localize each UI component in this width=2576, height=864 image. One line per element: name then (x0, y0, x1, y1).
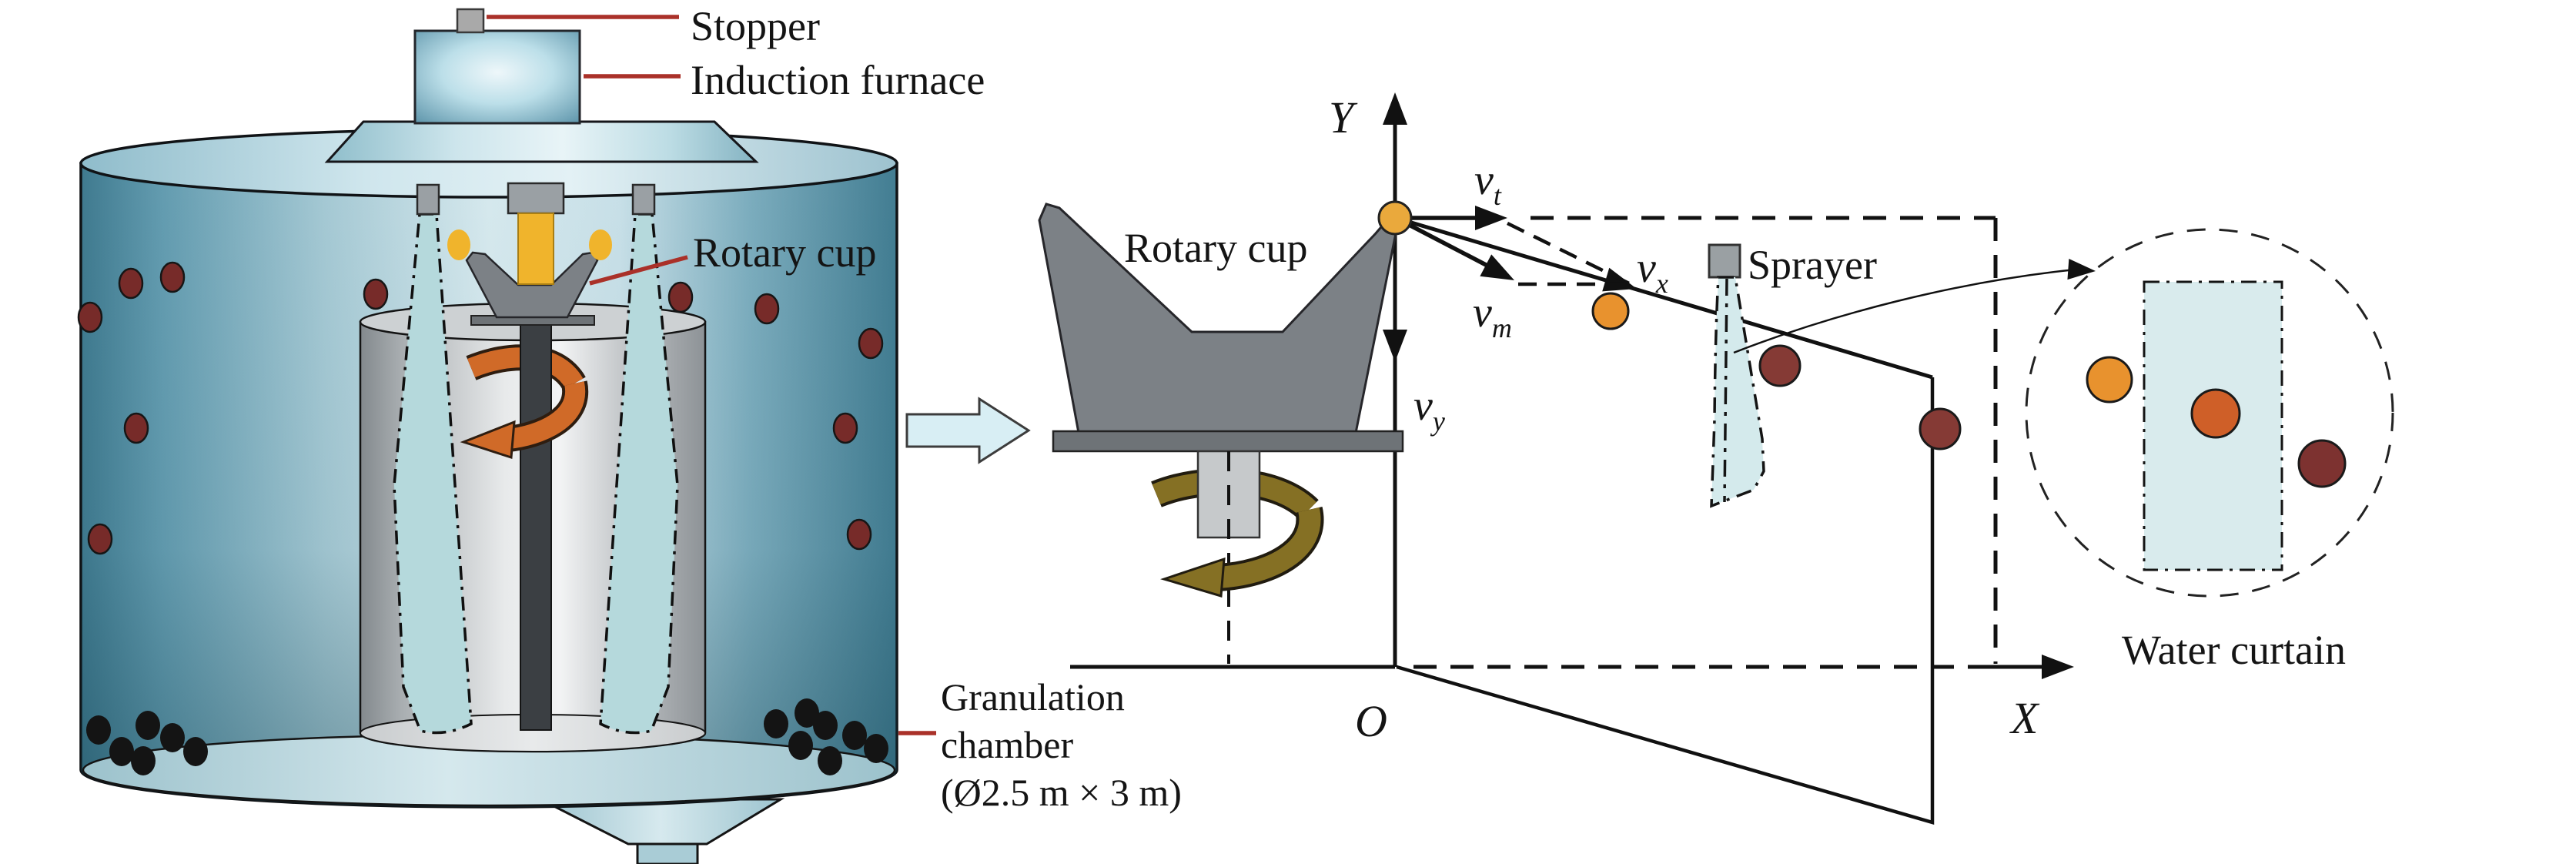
droplet (77, 301, 103, 333)
melt-droplet (447, 229, 470, 260)
melt-stream (517, 213, 554, 285)
droplet (858, 327, 884, 360)
detail-particle-inside (2190, 388, 2241, 439)
sprayer-label: Sprayer (1748, 242, 1877, 288)
granule-dot (131, 746, 156, 775)
x-axis-arrow-icon (2042, 655, 2074, 679)
slag-particle-origin (1377, 200, 1413, 236)
detail-particle-after (2297, 439, 2347, 488)
slag-particle-cooled (1919, 407, 1962, 450)
droplet (123, 412, 149, 444)
cup-base-plate (1052, 430, 1404, 453)
collected-granules (86, 698, 888, 775)
granule-dot (818, 746, 842, 775)
droplet (832, 412, 858, 444)
granulation-chamber-line1: Granulation (941, 675, 1125, 718)
stopper-label: Stopper (691, 3, 820, 49)
granule-dot (813, 711, 838, 740)
droplet (363, 278, 389, 310)
rotary-cup-label-left: Rotary cup (693, 229, 876, 276)
droplet (87, 523, 113, 555)
slag-particle-cooled (1758, 344, 1802, 387)
slag-droplets (77, 261, 884, 555)
induction-furnace (413, 29, 581, 125)
water-curtain-cone-left (393, 213, 473, 735)
droplet (846, 518, 872, 551)
leader-lines (487, 15, 936, 735)
rotary-cup-label-right: Rotary cup (1124, 225, 1307, 271)
water-curtain-label: Water curtain (2122, 627, 2346, 673)
melt-droplet (589, 229, 612, 260)
water-curtain-detail-circle (2025, 228, 2394, 598)
detail-pointer-curve (1733, 268, 2076, 354)
rotation-arrow-olive-head-icon (1160, 557, 1226, 598)
spray-centerline (1723, 278, 1728, 503)
stopper (456, 8, 485, 34)
granule-dot (842, 721, 867, 750)
granulation-chamber-label: Granulation chamber (Ø2.5 m × 3 m) (941, 675, 1182, 814)
granule-dot (795, 698, 819, 728)
granule-dot (764, 709, 788, 738)
melt-nozzle (507, 182, 565, 215)
vy-arrow-icon (1383, 330, 1407, 362)
vt-arrow-icon (1475, 206, 1507, 230)
spray-nozzle-right (631, 183, 656, 216)
granule-dot (86, 715, 111, 745)
granulation-chamber-illustration: Stopper Induction furnace Rotary cup Gra… (77, 3, 1182, 864)
detail-pointer-arrow-icon (2067, 258, 2096, 282)
vy-label: vy (1413, 382, 1445, 437)
droplet (159, 261, 186, 293)
vm-label: vm (1473, 289, 1512, 343)
granule-dot (135, 711, 160, 740)
y-axis-arrow-icon (1383, 92, 1407, 125)
outlet-tube (636, 842, 699, 864)
vm-vector (1394, 216, 1490, 269)
rotation-arrow-head-icon (460, 420, 516, 460)
granule-dot (160, 723, 185, 752)
droplet (754, 293, 780, 325)
granule-dot (109, 737, 134, 766)
spray-nozzle-left (416, 183, 440, 216)
rotary-cup-leader (589, 255, 688, 286)
lid-shoulder (324, 120, 759, 163)
granulation-chamber-line3: (Ø2.5 m × 3 m) (941, 771, 1182, 814)
x-axis-label: X (2009, 693, 2040, 743)
rotary-shaft (520, 324, 552, 731)
granule-dot (183, 737, 208, 766)
trajectory-schematic: Rotary cup Sprayer Water curtain Y X O v… (1038, 92, 2394, 825)
granule-dot (864, 734, 888, 763)
droplet (118, 267, 144, 300)
trajectory-plane (1396, 377, 1935, 825)
y-axis-label: Y (1329, 92, 1358, 142)
rotation-arrow-front-fill (507, 381, 586, 449)
granulation-chamber-line2: chamber (941, 723, 1073, 766)
trajectory-line (1395, 216, 1933, 380)
parallelogram-dash-top (1507, 221, 1630, 286)
vx-label: vx (1637, 244, 1668, 299)
flow-arrow-icon (905, 397, 1031, 464)
sprayer-icon (1708, 243, 1741, 279)
rotation-arrow-olive-front-fill (1216, 507, 1321, 588)
origin-label: O (1355, 696, 1387, 746)
vm-arrow-icon (1480, 254, 1521, 292)
water-curtain-cone-right (599, 213, 679, 735)
spray-cone (1710, 276, 1765, 508)
granule-dot (788, 731, 813, 760)
induction-furnace-label: Induction furnace (691, 57, 985, 103)
slag-particle-hot (1591, 292, 1630, 330)
droplet (667, 281, 694, 313)
vt-label: vt (1474, 156, 1502, 211)
detail-particle-before (2086, 356, 2133, 404)
